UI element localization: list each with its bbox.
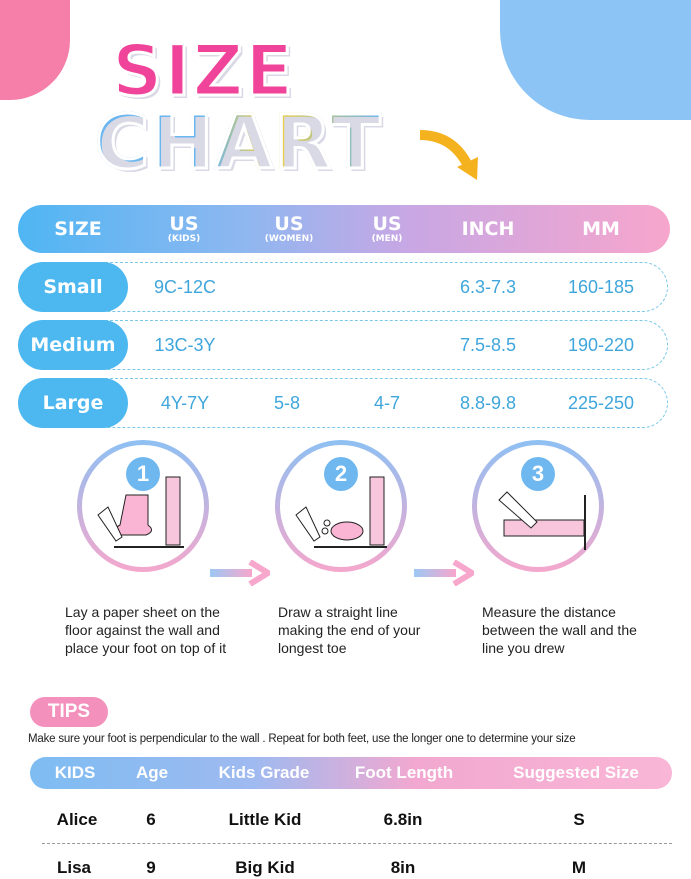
size-label-medium: Medium — [18, 320, 128, 370]
step-number: 2 — [324, 457, 358, 491]
examples-header: KIDS Age Kids Grade Foot Length Suggeste… — [30, 757, 672, 789]
us-kids-value: 9C-12C — [153, 277, 217, 297]
mm-value: 160-185 — [567, 277, 635, 297]
inch-value: 7.5-8.5 — [459, 335, 517, 355]
us-women-value: 5-8 — [273, 393, 301, 413]
arrow-right-icon — [414, 560, 474, 586]
step-1-text: Lay a paper sheet on the floor against t… — [65, 604, 227, 656]
mm-value: 225-250 — [567, 393, 635, 413]
step-number: 3 — [521, 457, 555, 491]
header-us-women: US (WOMEN) — [264, 212, 314, 244]
header-mm: MM — [582, 217, 620, 240]
header-us-kids: US (KIDS) — [167, 212, 201, 244]
title-line2: CHART — [94, 99, 383, 188]
size-table-header: SIZE US (KIDS) US (WOMEN) US (MEN) INCH MM — [18, 205, 670, 253]
tips-badge: TIPS — [30, 697, 108, 727]
step-2-text: Draw a straight line making the end of y… — [278, 604, 421, 656]
header-kids: KIDS — [54, 763, 96, 782]
us-men-value: 4-7 — [373, 393, 401, 413]
kid-name: Alice — [56, 810, 98, 829]
arrow-right-icon — [210, 560, 270, 586]
inch-value: 8.8-9.8 — [459, 393, 517, 413]
title-size: SIZE — [110, 29, 296, 114]
header-inch: INCH — [461, 217, 515, 240]
size-label-small: Small — [18, 262, 128, 312]
step-1-illustration: 1 — [77, 440, 209, 572]
kid-age: 6 — [146, 810, 156, 829]
kid-grade: Little Kid — [228, 810, 302, 829]
size-label-large: Large — [18, 378, 128, 428]
foot-length: 6.8in — [383, 810, 423, 829]
kid-grade: Big Kid — [235, 858, 295, 877]
measuring-ruler-icon — [498, 491, 586, 550]
tips-text: Make sure your foot is perpendicular to … — [28, 733, 576, 745]
us-kids-value: 13C-3Y — [154, 335, 216, 355]
kid-name: Lisa — [56, 858, 92, 877]
step-number: 1 — [126, 457, 160, 491]
mm-value: 190-220 — [567, 335, 635, 355]
us-kids-value: 4Y-7Y — [160, 393, 210, 413]
size-row-small — [105, 262, 668, 312]
size-row-medium — [105, 320, 668, 370]
header-foot-length: Foot Length — [354, 763, 454, 782]
inch-value: 6.3-7.3 — [459, 277, 517, 297]
kid-age: 9 — [146, 858, 156, 877]
arrow-down-right-icon — [419, 130, 478, 180]
step-3-illustration: 3 — [472, 440, 604, 572]
row-divider — [42, 843, 672, 844]
size-row-large — [105, 378, 668, 428]
suggested-size: M — [571, 858, 587, 877]
decorative-pink-blob — [0, 0, 70, 100]
footprint-line-icon — [295, 476, 387, 548]
foot-against-ruler-icon — [97, 476, 184, 548]
header-kids-grade: Kids Grade — [218, 763, 310, 782]
foot-length: 8in — [390, 858, 416, 877]
header-us-men: US (MEN) — [371, 212, 403, 244]
decorative-blue-blob — [500, 0, 691, 120]
header-size: SIZE — [54, 217, 102, 240]
suggested-size: S — [573, 810, 585, 829]
title-line1: SIZE — [110, 29, 296, 114]
header-suggested-size: Suggested Size — [513, 763, 639, 782]
step-3-text: Measure the distance between the wall an… — [482, 604, 637, 656]
title-chart: CHART — [94, 99, 383, 188]
step-2-illustration: 2 — [275, 440, 407, 572]
header-age: Age — [135, 763, 169, 782]
